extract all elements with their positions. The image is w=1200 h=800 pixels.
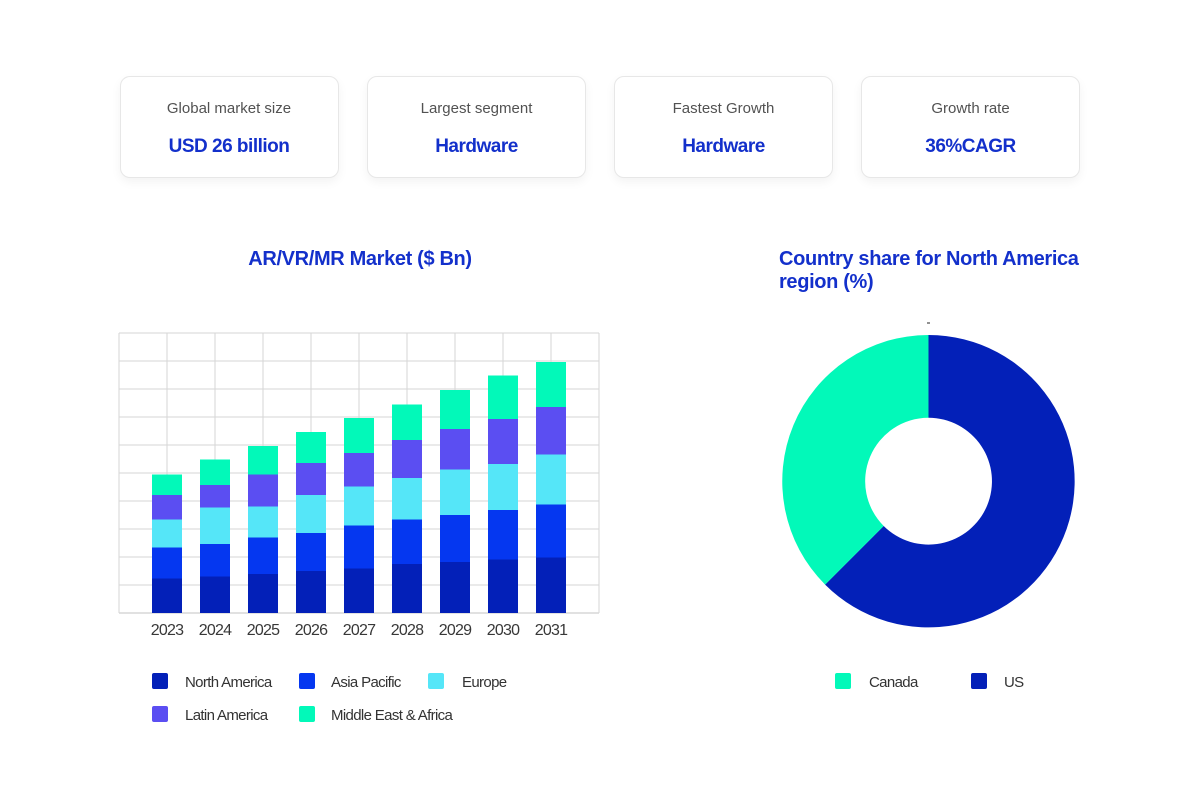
svg-text:2031: 2031 xyxy=(535,622,568,639)
svg-text:2025: 2025 xyxy=(247,622,280,639)
svg-text:2024: 2024 xyxy=(199,622,232,639)
svg-text:2023: 2023 xyxy=(151,622,184,639)
svg-text:2026: 2026 xyxy=(295,622,328,639)
svg-text:2028: 2028 xyxy=(391,622,424,639)
svg-text:2029: 2029 xyxy=(439,622,472,639)
svg-text:2027: 2027 xyxy=(343,622,376,639)
svg-text:2030: 2030 xyxy=(487,622,520,639)
